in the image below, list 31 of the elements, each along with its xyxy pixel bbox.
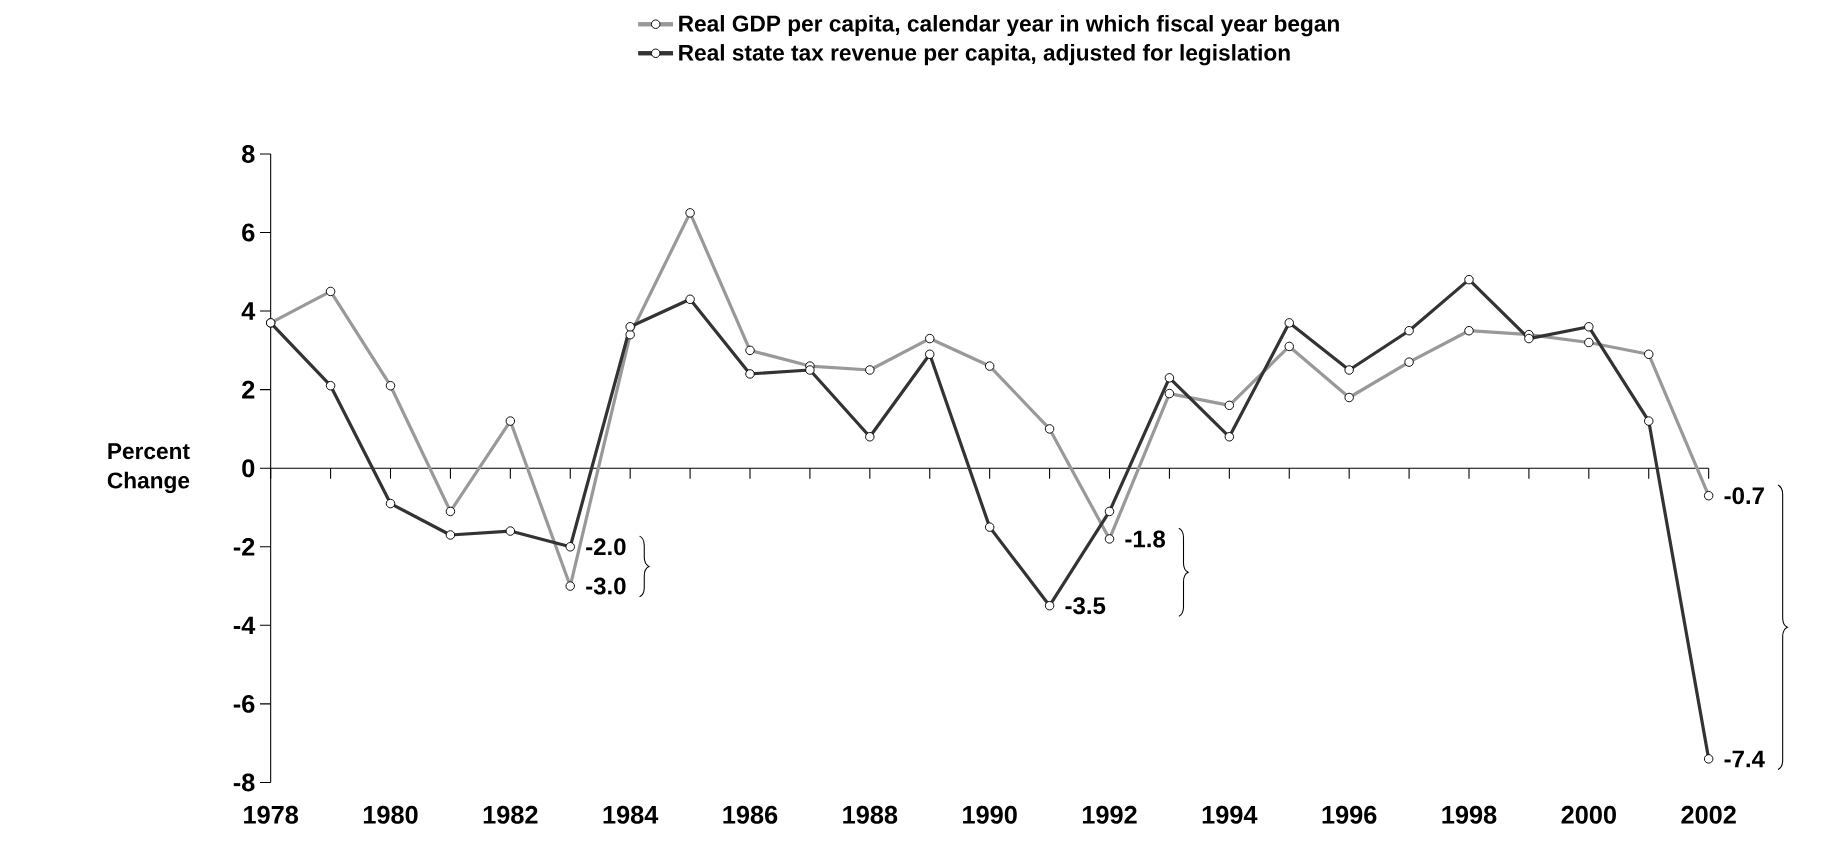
x-tick-label: 1990 <box>963 805 1017 824</box>
x-tick-label: 2000 <box>1561 805 1616 824</box>
y-tick-label: -6 <box>233 694 255 713</box>
x-tick-label: 1980 <box>363 805 418 824</box>
x-tick-label: 1982 <box>483 805 538 824</box>
x-tick-label: 1984 <box>603 805 659 824</box>
legend-label: Real state tax revenue per capita, adjusted for legislation <box>679 44 1290 66</box>
data-label: -3.0 <box>586 577 626 595</box>
y-tick-label: 4 <box>241 302 256 320</box>
legend-label: Real GDP per capita, calendar year in which fiscal year began <box>679 15 1339 37</box>
data-label: -0.7 <box>1724 487 1764 505</box>
x-tick-label: 1986 <box>723 805 778 824</box>
data-label: -1.8 <box>1125 530 1166 548</box>
y-tick-label: 2 <box>242 380 255 399</box>
y-tick-label: -8 <box>233 773 255 792</box>
x-tick-label: 1996 <box>1322 805 1377 824</box>
y-tick-label: 8 <box>242 144 255 163</box>
y-axis-title: Percent Change <box>107 443 190 494</box>
y-tick-label: -2 <box>233 537 255 556</box>
x-tick-label: 1988 <box>843 805 898 824</box>
x-tick-label: 1994 <box>1202 805 1258 824</box>
y-tick-label: 6 <box>242 223 255 242</box>
y-tick-label: -4 <box>233 616 256 635</box>
x-tick-label: 1978 <box>244 805 299 824</box>
x-tick-label: 1992 <box>1082 805 1137 824</box>
x-tick-label: 2002 <box>1681 805 1736 824</box>
x-tick-label: 1998 <box>1442 805 1497 824</box>
data-label: -7.4 <box>1724 750 1765 768</box>
data-label: -3.5 <box>1065 597 1106 615</box>
data-label: -2.0 <box>586 538 626 556</box>
y-tick-label: 0 <box>242 459 255 478</box>
